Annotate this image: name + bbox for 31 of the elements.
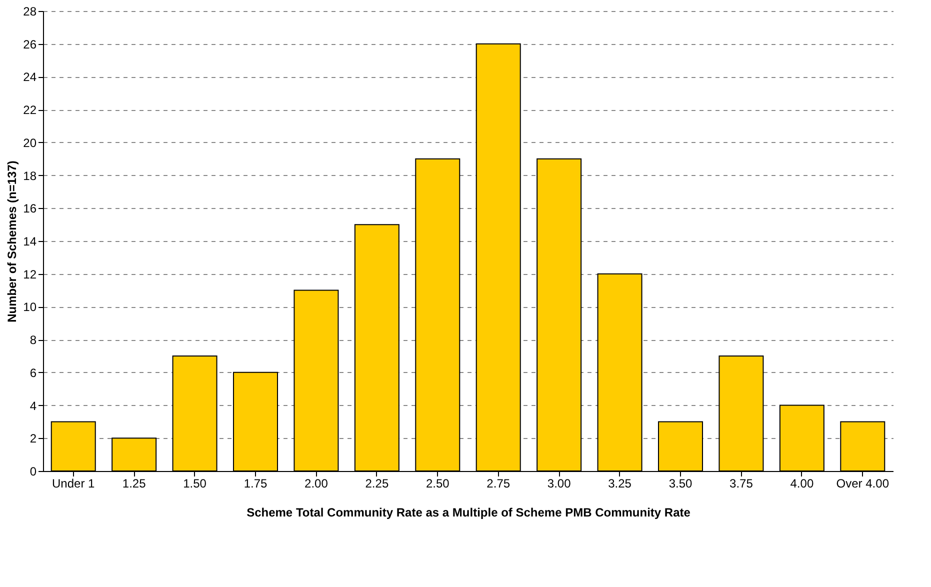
y-tick-label: 14	[23, 234, 37, 248]
x-tick-label: 3.75	[730, 476, 754, 490]
y-tick-label: 12	[23, 267, 37, 282]
y-tick-label: 0	[30, 464, 37, 478]
x-tick-label: 2.50	[426, 476, 450, 490]
y-tick-label: 4	[30, 398, 37, 413]
y-tick-label: 10	[23, 300, 37, 314]
y-axis-title: Number of Schemes (n=137)	[5, 160, 20, 322]
y-tick-label: 22	[23, 103, 37, 118]
y-tick-label: 8	[30, 333, 37, 348]
x-axis-title: Scheme Total Community Rate as a Multiple of Scheme PMB Community Rate	[246, 506, 691, 520]
x-tick-label: 2.00	[304, 476, 328, 490]
y-tick-label: 26	[23, 37, 37, 52]
x-tick-label: 3.50	[668, 476, 692, 490]
x-tick-label: 3.25	[608, 476, 632, 490]
x-tick-label: 2.75	[486, 476, 510, 490]
x-tick-label: 4.00	[790, 476, 814, 490]
x-tick-label: 2.25	[365, 476, 389, 490]
y-tick-label: 2	[30, 432, 37, 446]
y-tick-label: 18	[23, 168, 37, 183]
x-tick-label: 1.25	[122, 476, 146, 490]
y-tick-label: 6	[30, 366, 37, 380]
x-tick-label: 3.00	[547, 476, 572, 490]
x-tick-label: 1.75	[244, 476, 268, 490]
y-tick-label: 28	[23, 4, 37, 18]
y-tick-label: 24	[23, 70, 37, 84]
x-tick-label: 1.50	[183, 476, 207, 490]
y-tick-label: 20	[23, 136, 37, 150]
x-tick-label: Under 1	[52, 476, 96, 490]
y-tick-label: 16	[23, 202, 37, 216]
x-tick-label: Over 4.00	[836, 476, 890, 490]
